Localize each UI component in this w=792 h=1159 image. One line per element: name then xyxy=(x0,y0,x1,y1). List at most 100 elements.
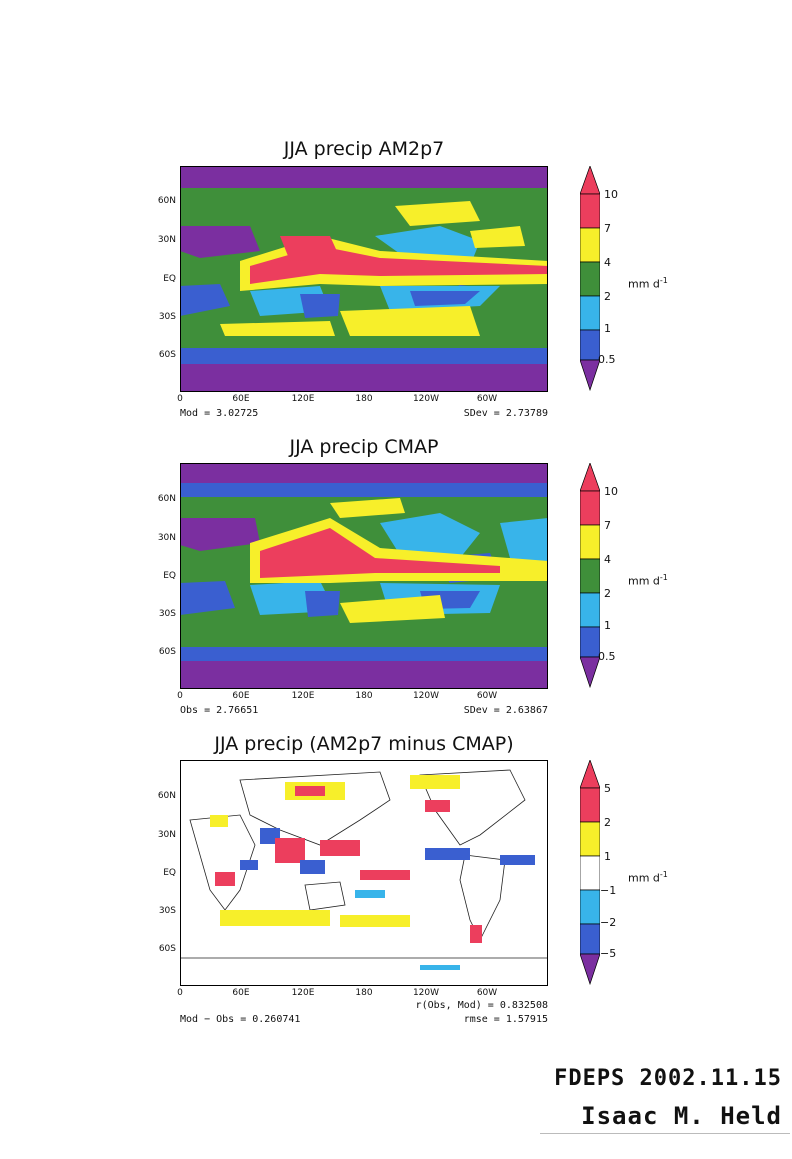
colorbar-label: 2 xyxy=(604,290,611,303)
colorbar-top-triangle xyxy=(580,463,600,492)
y-tick-label: 60S xyxy=(158,647,176,657)
colorbar-label: 4 xyxy=(604,256,611,269)
x-tick-label: 120W xyxy=(412,394,440,404)
diff-patch xyxy=(470,925,482,943)
colorbar-segment xyxy=(580,855,600,891)
x-tick-label: 180 xyxy=(355,988,373,998)
unit-label: mm d-1 xyxy=(628,870,668,885)
colorbar-top-triangle xyxy=(580,166,600,195)
diff-patch xyxy=(500,855,535,865)
precip-map xyxy=(180,463,548,689)
precip-map xyxy=(180,166,548,392)
unit-label: mm d-1 xyxy=(628,276,668,291)
model-sdev: SDev = 2.73789 xyxy=(463,408,548,419)
band-antarctic xyxy=(180,659,548,689)
colorbar-label: 10 xyxy=(604,485,618,498)
colorbar-segment xyxy=(580,329,600,361)
y-tick-label: 30S xyxy=(158,312,176,322)
colorbar-label: 7 xyxy=(604,222,611,235)
obs-sdev: SDev = 2.63867 xyxy=(463,705,548,716)
colorbar-label: 0.5 xyxy=(598,353,616,366)
map-frame xyxy=(180,760,548,986)
x-tick-label: 120E xyxy=(291,691,315,701)
colorbar-bottom-triangle xyxy=(580,656,600,689)
chart-title: JJA precip AM2p7 xyxy=(283,138,445,160)
diff-patch xyxy=(425,800,450,812)
colorbar-segment xyxy=(580,558,600,594)
colorbar-label: 7 xyxy=(604,519,611,532)
colorbar-label: 5 xyxy=(604,782,611,795)
x-tick-label: 60W xyxy=(476,988,498,998)
south-pacific-yellow xyxy=(340,595,445,623)
north-pacific-yellow xyxy=(330,498,405,518)
diff-patch xyxy=(420,965,460,970)
x-tick-label: 60E xyxy=(232,691,250,701)
diff-patch xyxy=(295,786,325,796)
colorbar-label: 0.5 xyxy=(598,650,616,663)
colorbar-segment xyxy=(580,592,600,628)
diff-patch xyxy=(210,815,228,827)
obs-mean: Obs = 2.76651 xyxy=(180,705,259,716)
chart-title: JJA precip (AM2p7 minus CMAP) xyxy=(214,733,514,755)
colorbar-segment xyxy=(580,193,600,229)
x-tick-label: 60W xyxy=(476,691,498,701)
diff-patch xyxy=(360,870,410,880)
colorbar-segment xyxy=(580,889,600,925)
signature-line-2: Isaac M. Held xyxy=(581,1102,782,1130)
model-mean: Mod = 3.02725 xyxy=(180,408,259,419)
colorbar xyxy=(580,760,600,986)
colorbar-label: 1 xyxy=(604,322,611,335)
colorbar-bottom-triangle xyxy=(580,953,600,986)
colorbar-label: 1 xyxy=(604,850,611,863)
dry-zone-north-atlantic xyxy=(500,518,548,563)
dry-zone-sahara xyxy=(180,518,260,551)
x-tick-label: 60W xyxy=(476,394,498,404)
y-tick-label: 30N xyxy=(157,235,176,245)
colorbar-top-triangle xyxy=(580,760,600,789)
colorbar-segment xyxy=(580,821,600,857)
colorbar-segment xyxy=(580,923,600,955)
colorbar-label: 2 xyxy=(604,587,611,600)
band-arctic xyxy=(180,463,548,483)
map-frame xyxy=(180,463,548,689)
colorbar-label: 10 xyxy=(604,188,618,201)
model-minus-obs: Mod − Obs = 0.260741 xyxy=(180,1014,301,1025)
x-tick-label: 0 xyxy=(177,988,183,998)
dry-zone-australia xyxy=(300,294,340,318)
diff-patch xyxy=(320,840,360,856)
north-pacific-yellow xyxy=(395,201,480,226)
band-antarctic xyxy=(180,362,548,392)
dry-zone-se-pacific-core xyxy=(410,291,480,306)
x-tick-label: 60E xyxy=(232,394,250,404)
diff-patch xyxy=(215,872,235,886)
colorbar-label: −5 xyxy=(600,947,617,960)
x-tick-label: 120E xyxy=(291,988,315,998)
colorbar-label: −1 xyxy=(600,884,617,897)
correlation: r(Obs, Mod) = 0.832508 xyxy=(415,1000,548,1011)
coastline-eurasia xyxy=(239,771,391,846)
diff-patch xyxy=(275,838,305,863)
colorbar-segment xyxy=(580,787,600,823)
y-tick-label: 30N xyxy=(157,830,176,840)
y-tick-label: 60S xyxy=(158,350,176,360)
x-tick-label: 120E xyxy=(291,394,315,404)
y-tick-label: 30S xyxy=(158,906,176,916)
colorbar-label: −2 xyxy=(600,916,617,929)
y-tick-label: 30N xyxy=(157,533,176,543)
band-arctic xyxy=(180,166,548,188)
band-southern-blue xyxy=(180,647,548,661)
y-tick-label: EQ xyxy=(163,274,176,284)
band-southern-blue xyxy=(180,348,548,364)
diff-patch xyxy=(425,848,470,860)
diff-patch xyxy=(240,860,258,870)
x-tick-label: 0 xyxy=(177,691,183,701)
colorbar-segment xyxy=(580,261,600,297)
colorbar-label: 2 xyxy=(604,816,611,829)
diff-patch xyxy=(220,910,330,926)
divider xyxy=(540,1133,790,1134)
asian-monsoon-red xyxy=(280,236,340,261)
band-north-blue xyxy=(180,483,548,497)
y-tick-label: 30S xyxy=(158,609,176,619)
y-tick-label: EQ xyxy=(163,868,176,878)
colorbar-bottom-triangle xyxy=(580,359,600,392)
